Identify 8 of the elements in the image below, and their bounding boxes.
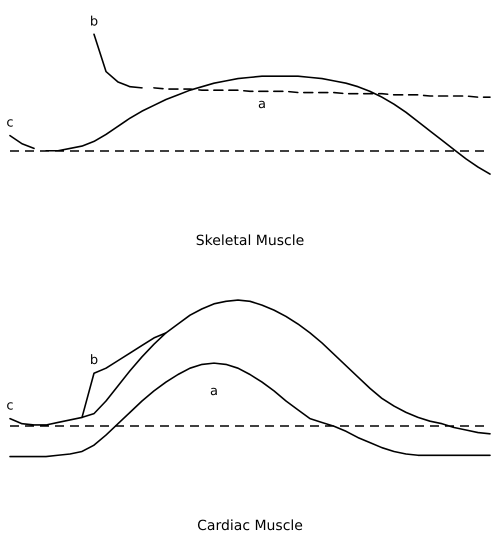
- text: Cardiac Muscle: [197, 518, 303, 534]
- series-label: a: [258, 97, 266, 112]
- series-label: c: [6, 398, 14, 414]
- series-label: b: [90, 14, 98, 30]
- series-label: b: [90, 353, 98, 368]
- text: Skeletal Muscle: [196, 233, 304, 249]
- series-label: a: [210, 384, 218, 400]
- series-label: c: [6, 116, 14, 131]
